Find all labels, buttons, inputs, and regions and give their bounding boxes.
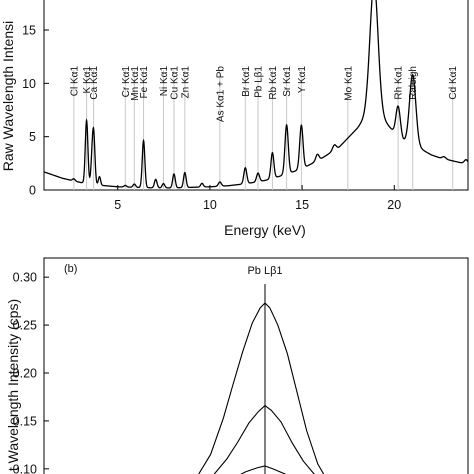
panel-a-axes: 5 10 15 20 0 5 10 15: [22, 24, 401, 213]
x-axis-title: Energy (keV): [224, 222, 306, 238]
element-line-label: Fe Kα1: [139, 66, 150, 99]
y-tick-label: 0.25: [13, 319, 37, 333]
element-line-label: Ca Kα1: [89, 66, 100, 100]
xrf-spectrum-line: [43, 0, 469, 189]
y-tick-label: 10: [22, 77, 36, 91]
panel-b-label: (b): [64, 263, 77, 275]
panel-b-axes: 0.10 0.15 0.20 0.25 0.30: [13, 271, 49, 474]
y-tick-label: 0.15: [13, 414, 37, 428]
peak-scan-series-3: [240, 465, 287, 474]
element-line-label: Rb Kα1: [268, 66, 279, 100]
y-axis-title-panel-b: t Wavelength Intensity (cps): [5, 299, 21, 471]
element-line-label: As Kα1 + Pb: [215, 66, 226, 123]
y-tick-label: 0.20: [13, 367, 37, 381]
panel-b-pb-lb1-peak: (b) Pb Lβ1 0.10 0.15 0.20 0.25 0.30 t Wavele…: [5, 257, 469, 474]
y-tick-label: 0.30: [13, 271, 37, 285]
x-tick-label: 20: [387, 198, 401, 212]
y-tick-label: 5: [29, 130, 36, 144]
x-tick-label: 10: [203, 198, 217, 212]
x-tick-label: 15: [295, 198, 309, 212]
pb-lb1-label: Pb Lβ1: [247, 265, 282, 277]
peak-scan-series-1: [198, 302, 325, 474]
element-line-label: Cd Kα1: [448, 66, 459, 100]
x-tick-label: 5: [114, 198, 121, 212]
y-tick-label: 0: [29, 184, 36, 198]
y-tick-label: 0.10: [13, 462, 37, 474]
y-tick-label: 15: [22, 24, 36, 38]
element-line-label: Pb Lβ1: [254, 66, 265, 98]
panel-a-plot-frame: [43, 0, 469, 191]
element-line-label: Cl Kα1: [69, 66, 80, 97]
element-line-label: Br Kα1: [241, 66, 252, 97]
element-line-label: Y Kα1: [297, 66, 308, 94]
element-line-label: Cu Kα1: [169, 66, 180, 100]
element-line-label: Cr Kα1: [121, 66, 132, 98]
element-line-label: Sr Kα1: [282, 66, 293, 97]
peak-scan-series-2: [213, 404, 315, 474]
element-line-label: K Kα1: [82, 66, 93, 94]
panel-b-plot-frame: [43, 257, 469, 474]
pb-lb1-marker: Pb Lβ1: [247, 265, 283, 474]
element-line-label: Rh Kα1: [394, 66, 405, 100]
element-line-label: Zn Kα1: [180, 66, 191, 99]
panel-b-series: [198, 302, 325, 474]
element-line-label: Ni Kα1: [159, 66, 170, 97]
y-axis-title-panel-a: Raw Wavelength Intensi: [0, 21, 16, 171]
element-line-label: Mo Kα1: [343, 66, 354, 101]
element-line-label: Mn Kα1: [130, 66, 141, 101]
